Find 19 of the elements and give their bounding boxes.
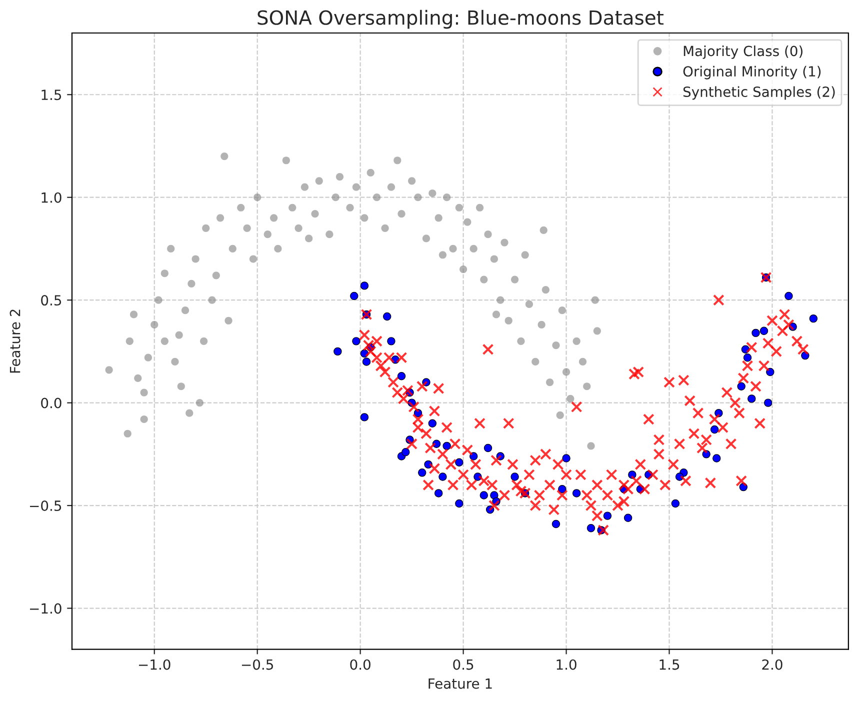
y-tick-label: 0.5 — [41, 295, 62, 306]
x-tick-label: 0.5 — [453, 659, 474, 670]
legend-label: Synthetic Samples (2) — [683, 86, 835, 100]
x-tick-label: 1.0 — [556, 659, 576, 670]
legend-label: Majority Class (0) — [684, 45, 802, 59]
x-tick-label: −1.0 — [138, 659, 170, 670]
legend-label: Original Minority (1) — [683, 66, 821, 80]
y-axis-title: Feature 2 — [10, 310, 20, 373]
y-tick-label: 1.5 — [42, 90, 62, 100]
x-tick-label: −0.5 — [242, 659, 273, 670]
y-tick-label: 0.0 — [41, 398, 62, 408]
x-tick-label: 0.0 — [350, 659, 370, 670]
y-tick-label: −1.0 — [30, 603, 62, 614]
x-tick-label: 2.0 — [762, 659, 782, 670]
y-tick-label: −0.5 — [30, 500, 62, 512]
y-tick-label: 1.0 — [42, 192, 62, 203]
x-axis-title: Feature 1 — [428, 678, 492, 689]
chart-title: SONA Oversampling: Blue-moons Dataset — [258, 10, 664, 29]
x-tick-label: 1.5 — [660, 660, 680, 670]
